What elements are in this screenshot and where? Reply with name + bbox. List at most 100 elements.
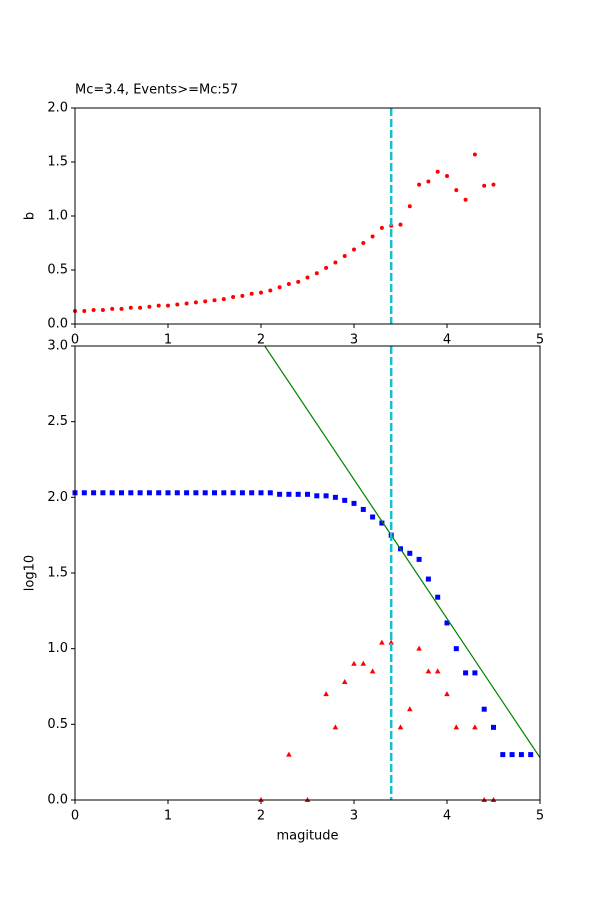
point	[259, 290, 263, 295]
point	[324, 265, 329, 270]
point	[341, 678, 348, 684]
point	[445, 174, 449, 179]
point	[360, 506, 366, 512]
axes-frame	[74, 345, 541, 801]
point	[128, 305, 133, 310]
point	[268, 288, 273, 293]
y-tick-label: 0.5	[47, 263, 68, 278]
y-tick-label: 2.0	[47, 101, 68, 116]
point	[231, 295, 236, 299]
point	[482, 183, 487, 188]
plot-area	[75, 108, 540, 324]
x-axis-label: magitude	[276, 829, 338, 844]
point	[426, 179, 431, 184]
point	[119, 490, 124, 496]
point	[351, 500, 357, 506]
point	[128, 490, 134, 496]
point	[138, 305, 143, 310]
point	[165, 490, 171, 496]
point	[100, 490, 106, 496]
point	[463, 670, 469, 676]
point	[295, 491, 301, 497]
x-tick-label: 0	[71, 333, 79, 348]
x-tick-label: 1	[164, 333, 172, 348]
point	[518, 752, 524, 758]
point	[333, 260, 338, 265]
point	[91, 490, 97, 496]
point	[370, 234, 375, 239]
point	[453, 724, 460, 730]
point	[314, 493, 320, 499]
y-axis-label: log10	[23, 555, 38, 591]
point	[221, 490, 227, 496]
x-tick-label: 0	[71, 809, 79, 824]
point	[267, 490, 273, 496]
point	[342, 253, 347, 258]
x-tick-label: 2	[257, 809, 265, 824]
y-tick-label: 0.0	[47, 317, 68, 332]
x-tick-label: 3	[350, 333, 358, 348]
point	[352, 247, 356, 252]
point	[453, 646, 459, 652]
y-tick-label: 1.5	[47, 566, 68, 581]
point	[416, 556, 422, 562]
point	[305, 275, 310, 280]
point	[249, 291, 254, 296]
axes-frame	[74, 107, 541, 325]
point	[193, 490, 199, 496]
point	[277, 491, 283, 497]
point	[119, 306, 124, 311]
y-tick-label: 3.0	[47, 339, 68, 354]
y-axis-label: b	[23, 212, 38, 220]
point	[156, 303, 161, 308]
point	[286, 751, 292, 757]
point	[417, 182, 422, 187]
point	[388, 639, 394, 645]
point	[239, 490, 245, 496]
point	[416, 645, 422, 651]
point	[351, 660, 357, 666]
point	[369, 668, 376, 674]
point	[342, 497, 348, 503]
point	[277, 285, 282, 290]
point	[202, 490, 208, 496]
point	[434, 668, 441, 674]
point	[193, 300, 198, 305]
point	[491, 182, 496, 187]
point	[221, 297, 226, 302]
point	[407, 550, 413, 556]
point	[174, 490, 180, 496]
y-tick-label: 1.0	[47, 641, 68, 656]
point	[425, 668, 432, 674]
x-tick-label: 4	[443, 809, 451, 824]
point	[314, 271, 319, 276]
point	[361, 241, 366, 245]
point	[444, 691, 450, 697]
point	[249, 490, 255, 496]
x-tick-label: 5	[536, 809, 544, 824]
x-tick-label: 3	[350, 809, 358, 824]
point	[481, 706, 487, 712]
point	[91, 307, 96, 312]
point	[370, 514, 376, 520]
point	[509, 752, 515, 758]
point	[137, 490, 143, 496]
point	[323, 691, 329, 697]
x-tick-label: 2	[257, 333, 265, 348]
point	[296, 279, 301, 284]
point	[323, 493, 329, 499]
point	[379, 639, 385, 645]
point	[472, 152, 477, 157]
point	[240, 293, 245, 298]
point	[491, 724, 496, 730]
point	[146, 490, 152, 496]
point	[175, 302, 180, 307]
y-tick-label: 0.0	[47, 793, 68, 808]
point	[407, 204, 412, 209]
point	[472, 670, 478, 676]
point	[184, 490, 190, 496]
x-tick-label: 1	[164, 809, 172, 824]
point	[435, 169, 440, 174]
point	[407, 706, 413, 712]
